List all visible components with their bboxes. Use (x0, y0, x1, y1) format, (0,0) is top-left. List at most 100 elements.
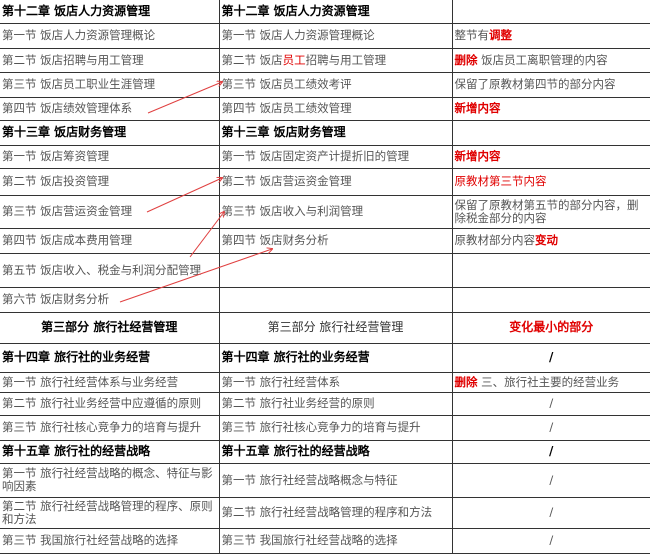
cell-text: / (549, 472, 554, 487)
new-syllabus-cell: 第一节 旅行社经营体系 (218, 372, 452, 393)
cell-text: 整节有 (454, 28, 490, 42)
cell-text: 第四节 饭店财务分析 (221, 233, 329, 247)
original-syllabus-cell: 第四节 饭店成本费用管理 (0, 228, 219, 254)
cell-text: / (549, 533, 554, 547)
new-syllabus-cell (218, 253, 452, 288)
change-note-cell: / (451, 415, 650, 441)
original-syllabus-cell: 第十二章 饭店人力资源管理 (0, 0, 219, 24)
cell-text: 第三节 饭店员工职业生涯管理 (2, 77, 156, 91)
cell-text: 第三节 饭店员工绩效考评 (221, 77, 352, 91)
new-syllabus-cell: 第三部分 旅行社经营管理 (218, 312, 452, 344)
change-note-cell (451, 253, 650, 288)
change-note-cell: / (451, 392, 650, 416)
cell-text: 第二节 旅行社经营战略管理的程序、原则和方法 (2, 498, 213, 526)
cell-text: 保留了原教材第四节的部分内容 (454, 77, 616, 91)
section-row: 第三节 我国旅行社经营战略的选择 第三节 我国旅行社经营战略的选择 / (0, 528, 650, 554)
section-row: 第三节 饭店员工职业生涯管理 第三节 饭店员工绩效考评 保留了原教材第四节的部分内容 (0, 72, 650, 98)
original-syllabus-cell: 第五节 饭店收入、税金与利润分配管理 (0, 253, 219, 288)
original-syllabus-cell: 第四节 饭店绩效管理体系 (0, 97, 219, 121)
cell-text: 原教材部分内容 (454, 233, 536, 247)
new-syllabus-cell: 第一节 饭店人力资源管理概论 (218, 23, 452, 49)
cell-text: 第三节 我国旅行社经营战略的选择 (2, 533, 179, 547)
original-syllabus-cell: 第一节 旅行社经营体系与业务经营 (0, 372, 219, 393)
change-note-cell: 原教材部分内容变动 (451, 228, 650, 254)
original-syllabus-cell: 第二节 饭店投资管理 (0, 168, 219, 196)
cell-text: 第十三章 饭店财务管理 (2, 125, 127, 139)
original-syllabus-cell: 第一节 旅行社经营战略的概念、特征与影响因素 (0, 463, 219, 498)
change-note-cell: 删除 饭店员工离职管理的内容 (451, 48, 650, 73)
highlight-text: 新增内容 (454, 101, 501, 115)
new-syllabus-cell (218, 287, 452, 313)
section-row: 第一节 饭店筹资管理 第一节 饭店固定资产计提折旧的管理 新增内容 (0, 145, 650, 169)
original-syllabus-cell: 第三节 饭店员工职业生涯管理 (0, 72, 219, 98)
change-note-cell: 新增内容 (451, 97, 650, 121)
cell-text: 第一节 旅行社经营体系与业务经营 (2, 374, 179, 389)
cell-text: 第六节 饭店财务分析 (2, 292, 110, 306)
original-syllabus-cell: 第一节 饭店筹资管理 (0, 145, 219, 169)
cell-text: 第一节 旅行社经营体系 (221, 374, 341, 389)
cell-text: 第十二章 饭店人力资源管理 (221, 3, 370, 18)
cell-text: 第一节 饭店固定资产计提折旧的管理 (221, 149, 410, 163)
new-syllabus-cell: 第十三章 饭店财务管理 (218, 120, 452, 146)
chapter-row: 第十三章 饭店财务管理 第十三章 饭店财务管理 (0, 120, 650, 146)
highlight-text: 删除 (454, 374, 478, 389)
change-note-cell: 保留了原教材第五节的部分内容，删除税金部分的内容 (451, 195, 650, 229)
original-syllabus-cell: 第十五章 旅行社的经营战略 (0, 440, 219, 464)
change-note-cell: 保留了原教材第四节的部分内容 (451, 72, 650, 98)
cell-text: 第二节 饭店 (221, 52, 283, 67)
cell-text: 第十五章 旅行社的经营战略 (221, 444, 370, 458)
original-syllabus-cell: 第一节 饭店人力资源管理概论 (0, 23, 219, 49)
section-row: 第二节 饭店投资管理 第二节 饭店营运资金管理 原教材第三节内容 (0, 168, 650, 196)
cell-text: 第五节 饭店收入、税金与利润分配管理 (2, 262, 202, 277)
cell-text: / (549, 420, 554, 434)
original-syllabus-cell: 第二节 旅行社业务经营中应遵循的原则 (0, 392, 219, 416)
new-syllabus-cell: 第二节 旅行社业务经营的原则 (218, 392, 452, 416)
original-syllabus-cell: 第三节 饭店营运资金管理 (0, 195, 219, 229)
section-row: 第一节 旅行社经营体系与业务经营 第一节 旅行社经营体系 删除 三、旅行社主要的经营… (0, 372, 650, 393)
new-syllabus-cell: 第三节 饭店员工绩效考评 (218, 72, 452, 98)
new-syllabus-cell: 第二节 饭店营运资金管理 (218, 168, 452, 196)
cell-text: 保留了原教材第五节的部分内容，删除税金部分的内容 (454, 197, 639, 225)
cell-text: 第三节 旅行社核心竞争力的培育与提升 (2, 420, 202, 434)
section-row: 第六节 饭店财务分析 (0, 287, 650, 313)
new-syllabus-cell: 第二节 饭店员工招聘与用工管理 (218, 48, 452, 73)
chapter-row: 第十二章 饭店人力资源管理 第十二章 饭店人力资源管理 (0, 0, 650, 24)
change-note-cell: 原教材第三节内容 (451, 168, 650, 196)
cell-text: 第十四章 旅行社的业务经营 (2, 350, 151, 364)
change-note-cell: / (451, 528, 650, 554)
new-syllabus-cell: 第十二章 饭店人力资源管理 (218, 0, 452, 24)
cell-text: 第二节 饭店招聘与用工管理 (2, 52, 144, 67)
section-row: 第二节 旅行社业务经营中应遵循的原则 第二节 旅行社业务经营的原则 / (0, 392, 650, 416)
highlight-text: 变动 (535, 233, 558, 247)
cell-text: 第三节 饭店营运资金管理 (2, 204, 133, 218)
change-note-cell: / (451, 497, 650, 529)
cell-text: 第二节 旅行社业务经营中应遵循的原则 (2, 396, 202, 410)
change-note-cell: / (451, 440, 650, 464)
cell-text: 第一节 饭店人力资源管理概论 (221, 28, 375, 42)
cell-text: 第三部分 旅行社经营管理 (41, 320, 178, 334)
section-row: 第四节 饭店成本费用管理 第四节 饭店财务分析 原教材部分内容变动 (0, 228, 650, 254)
highlight-text: 员工 (282, 52, 306, 67)
cell-text: 三、旅行社主要的经营业务 (477, 374, 620, 389)
new-syllabus-cell: 第一节 旅行社经营战略概念与特征 (218, 463, 452, 498)
section-row: 第一节 饭店人力资源管理概论 第一节 饭店人力资源管理概论 整节有调整 (0, 23, 650, 49)
highlight-text: 变化最小的部分 (509, 320, 594, 334)
cell-text: 第三节 旅行社核心竞争力的培育与提升 (221, 420, 421, 434)
section-row: 第三节 饭店营运资金管理 第三节 饭店收入与利润管理 保留了原教材第五节的部分内容，… (0, 195, 650, 229)
section-row: 第二节 饭店招聘与用工管理 第二节 饭店员工招聘与用工管理 删除 饭店员工离职管理的… (0, 48, 650, 73)
highlight-text: 删除 (454, 52, 478, 67)
chapter-row: 第十四章 旅行社的业务经营 第十四章 旅行社的业务经营 / (0, 343, 650, 373)
highlight-text: 原教材第三节内容 (454, 174, 547, 188)
change-note-cell: / (451, 343, 650, 373)
change-note-cell (451, 287, 650, 313)
new-syllabus-cell: 第三节 饭店收入与利润管理 (218, 195, 452, 229)
new-syllabus-cell: 第四节 饭店员工绩效管理 (218, 97, 452, 121)
cell-text: 第二节 饭店投资管理 (2, 174, 110, 188)
change-note-cell (451, 0, 650, 24)
original-syllabus-cell: 第二节 旅行社经营战略管理的程序、原则和方法 (0, 497, 219, 529)
new-syllabus-cell: 第十五章 旅行社的经营战略 (218, 440, 452, 464)
change-note-cell (451, 120, 650, 146)
cell-text: 第二节 饭店营运资金管理 (221, 174, 352, 188)
original-syllabus-cell: 第十三章 饭店财务管理 (0, 120, 219, 146)
